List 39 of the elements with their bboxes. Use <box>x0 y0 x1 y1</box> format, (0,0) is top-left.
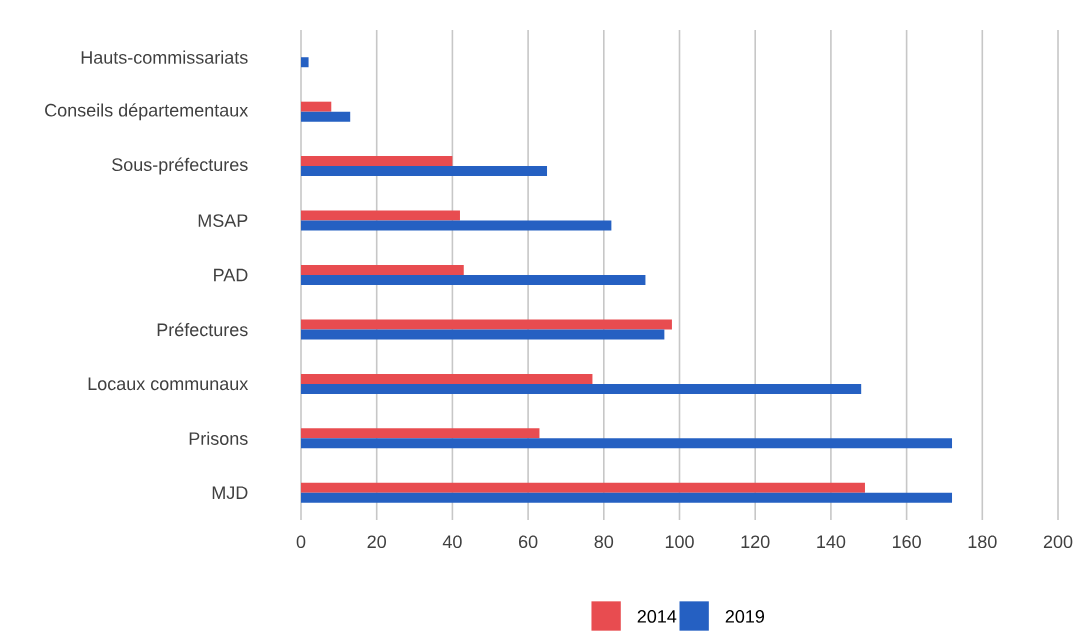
bar <box>301 329 665 340</box>
y-tick-label: Hauts-commissariats <box>81 50 248 64</box>
y-tick-label: PAD <box>214 268 248 282</box>
legend-label: 2014 <box>637 610 677 623</box>
bar <box>301 166 548 177</box>
x-tick-label: 100 <box>665 535 694 549</box>
x-tick-label: 80 <box>594 535 614 549</box>
x-tick-label: 180 <box>968 535 997 549</box>
bar <box>301 265 464 276</box>
y-tick-label: Préfectures <box>157 322 248 337</box>
bar <box>301 428 540 439</box>
bar <box>301 111 351 122</box>
bar <box>301 275 646 286</box>
x-tick-label: 160 <box>892 535 921 549</box>
legend-label: 2019 <box>725 610 765 623</box>
x-tick-label: 200 <box>1043 535 1073 549</box>
bar <box>301 373 593 384</box>
x-tick-label: 60 <box>519 535 538 549</box>
y-tick-label: MJD <box>212 486 248 500</box>
x-tick-label: 120 <box>741 535 770 549</box>
bar <box>301 319 672 330</box>
y-tick-label: Sous-préfectures <box>112 157 248 175</box>
bar <box>301 482 865 493</box>
bar <box>301 210 460 221</box>
y-tick-label: Locaux communaux <box>88 377 249 391</box>
bar <box>301 101 332 112</box>
bar <box>301 492 953 503</box>
bar <box>301 156 453 167</box>
x-tick-label: 140 <box>817 535 846 549</box>
y-tick-label: Prisons <box>189 431 248 445</box>
y-tick-label: Conseils départementaux <box>45 103 249 121</box>
bar <box>301 438 953 449</box>
y-tick-label: MSAP <box>198 214 248 227</box>
bar <box>301 220 612 231</box>
x-tick-label: 20 <box>367 535 386 549</box>
bar <box>301 57 309 68</box>
bar <box>301 383 862 394</box>
x-tick-label: 0 <box>296 535 306 549</box>
x-tick-label: 40 <box>442 535 462 549</box>
